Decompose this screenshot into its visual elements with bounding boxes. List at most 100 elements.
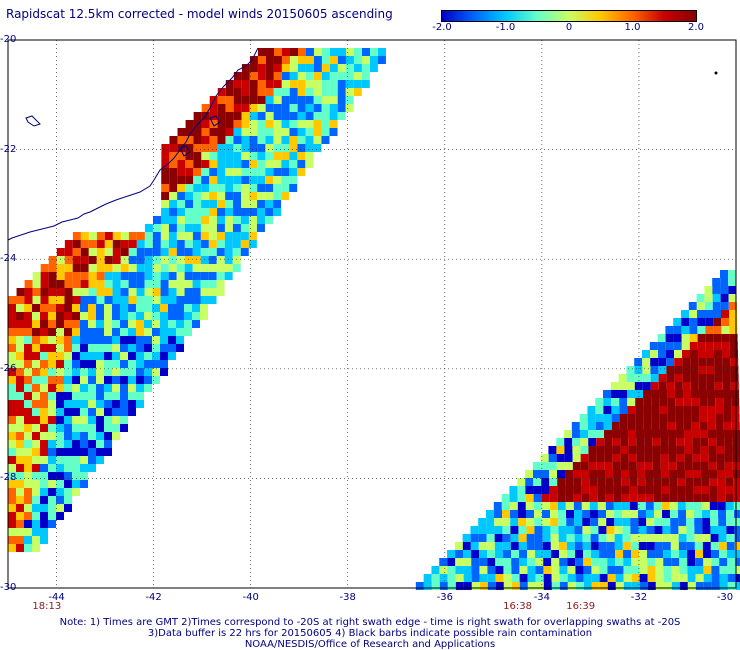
wind-difference-cell — [733, 486, 740, 494]
wind-difference-cell — [136, 272, 145, 280]
wind-difference-cell — [721, 334, 730, 342]
wind-difference-cell — [686, 526, 695, 534]
wind-difference-cell — [160, 304, 168, 312]
wind-difference-cell — [543, 566, 552, 574]
wind-difference-cell — [176, 216, 185, 224]
wind-difference-cell — [707, 414, 716, 422]
wind-difference-cell — [591, 558, 600, 566]
wind-difference-cell — [161, 160, 170, 168]
wind-difference-cell — [104, 384, 112, 392]
wind-difference-cell — [104, 432, 112, 440]
longitude-label: -32 — [630, 592, 648, 603]
wind-difference-cell — [64, 368, 72, 376]
wind-difference-cell — [232, 256, 241, 264]
wind-difference-cell — [152, 352, 160, 360]
wind-difference-cell — [16, 320, 24, 328]
wind-difference-cell — [8, 296, 17, 304]
wind-difference-cell — [233, 160, 242, 168]
wind-difference-cell — [120, 352, 128, 360]
wind-difference-cell — [646, 542, 655, 550]
wind-difference-cell — [225, 152, 234, 160]
wind-difference-cell — [232, 216, 241, 224]
wind-difference-cell — [726, 534, 735, 542]
wind-difference-cell — [201, 144, 210, 152]
wind-difference-cell — [72, 480, 80, 488]
wind-difference-cell — [225, 112, 234, 120]
wind-difference-cell — [144, 336, 152, 344]
wind-difference-cell — [80, 296, 89, 304]
wind-difference-cell — [695, 550, 704, 558]
wind-difference-cell — [615, 550, 624, 558]
wind-difference-cell — [725, 486, 734, 494]
wind-difference-cell — [257, 112, 266, 120]
wind-difference-cell — [8, 544, 16, 552]
wind-difference-cell — [257, 136, 266, 144]
wind-difference-cell — [249, 112, 258, 120]
wind-difference-cell — [700, 462, 709, 470]
wind-difference-cell — [80, 344, 88, 352]
wind-difference-cell — [526, 518, 535, 526]
wind-difference-cell — [289, 184, 298, 192]
wind-difference-cell — [728, 302, 737, 310]
wind-difference-cell — [144, 320, 152, 328]
wind-difference-cell — [628, 430, 637, 438]
wind-difference-cell — [136, 320, 144, 328]
wind-difference-cell — [24, 304, 32, 312]
wind-difference-cell — [297, 112, 306, 120]
wind-difference-cell — [724, 462, 733, 470]
wind-difference-cell — [329, 104, 338, 112]
wind-difference-cell — [96, 344, 104, 352]
wind-difference-cell — [16, 464, 24, 472]
wind-difference-cell — [257, 80, 266, 88]
wind-difference-cell — [495, 566, 504, 574]
wind-difference-cell — [590, 526, 599, 534]
wind-difference-cell — [217, 176, 226, 184]
wind-difference-cell — [273, 192, 282, 200]
wind-difference-cell — [549, 470, 558, 478]
wind-difference-cell — [719, 582, 728, 590]
wind-difference-cell — [176, 256, 185, 264]
wind-difference-cell — [72, 232, 81, 240]
wind-difference-cell — [655, 582, 664, 590]
wind-difference-cell — [558, 518, 567, 526]
wind-difference-cell — [184, 296, 193, 304]
wind-difference-cell — [671, 558, 680, 566]
wind-difference-cell — [654, 518, 663, 526]
wind-difference-cell — [96, 368, 104, 376]
wind-difference-cell — [104, 392, 112, 400]
wind-difference-cell — [281, 168, 290, 176]
wind-difference-cell — [691, 390, 700, 398]
wind-difference-cell — [575, 566, 584, 574]
wind-difference-cell — [248, 224, 257, 232]
wind-difference-cell — [471, 566, 480, 574]
wind-difference-cell — [136, 336, 144, 344]
wind-difference-cell — [566, 518, 575, 526]
wind-difference-cell — [24, 392, 32, 400]
wind-difference-cell — [479, 582, 488, 590]
wind-difference-cell — [217, 104, 226, 112]
wind-difference-cell — [96, 320, 104, 328]
wind-difference-cell — [517, 494, 526, 502]
wind-difference-cell — [620, 430, 629, 438]
colorbar-tick-label: -1.0 — [495, 22, 516, 33]
wind-difference-cell — [628, 462, 637, 470]
wind-difference-cell — [80, 312, 88, 320]
wind-difference-cell — [494, 526, 503, 534]
wind-difference-cell — [486, 526, 495, 534]
wind-difference-cell — [604, 462, 613, 470]
wind-difference-cell — [687, 582, 696, 590]
wind-difference-cell — [200, 216, 209, 224]
wind-difference-cell — [225, 96, 234, 104]
wind-difference-cell — [192, 272, 201, 280]
wind-difference-cell — [80, 376, 88, 384]
wind-difference-cell — [709, 478, 718, 486]
wind-difference-cell — [668, 430, 677, 438]
wind-difference-cell — [249, 104, 258, 112]
wind-difference-cell — [703, 550, 712, 558]
wind-difference-cell — [104, 320, 112, 328]
wind-difference-cell — [582, 518, 591, 526]
wind-difference-cell — [40, 408, 48, 416]
wind-difference-cell — [290, 48, 298, 56]
wind-difference-cell — [583, 558, 592, 566]
wind-difference-cell — [32, 400, 40, 408]
